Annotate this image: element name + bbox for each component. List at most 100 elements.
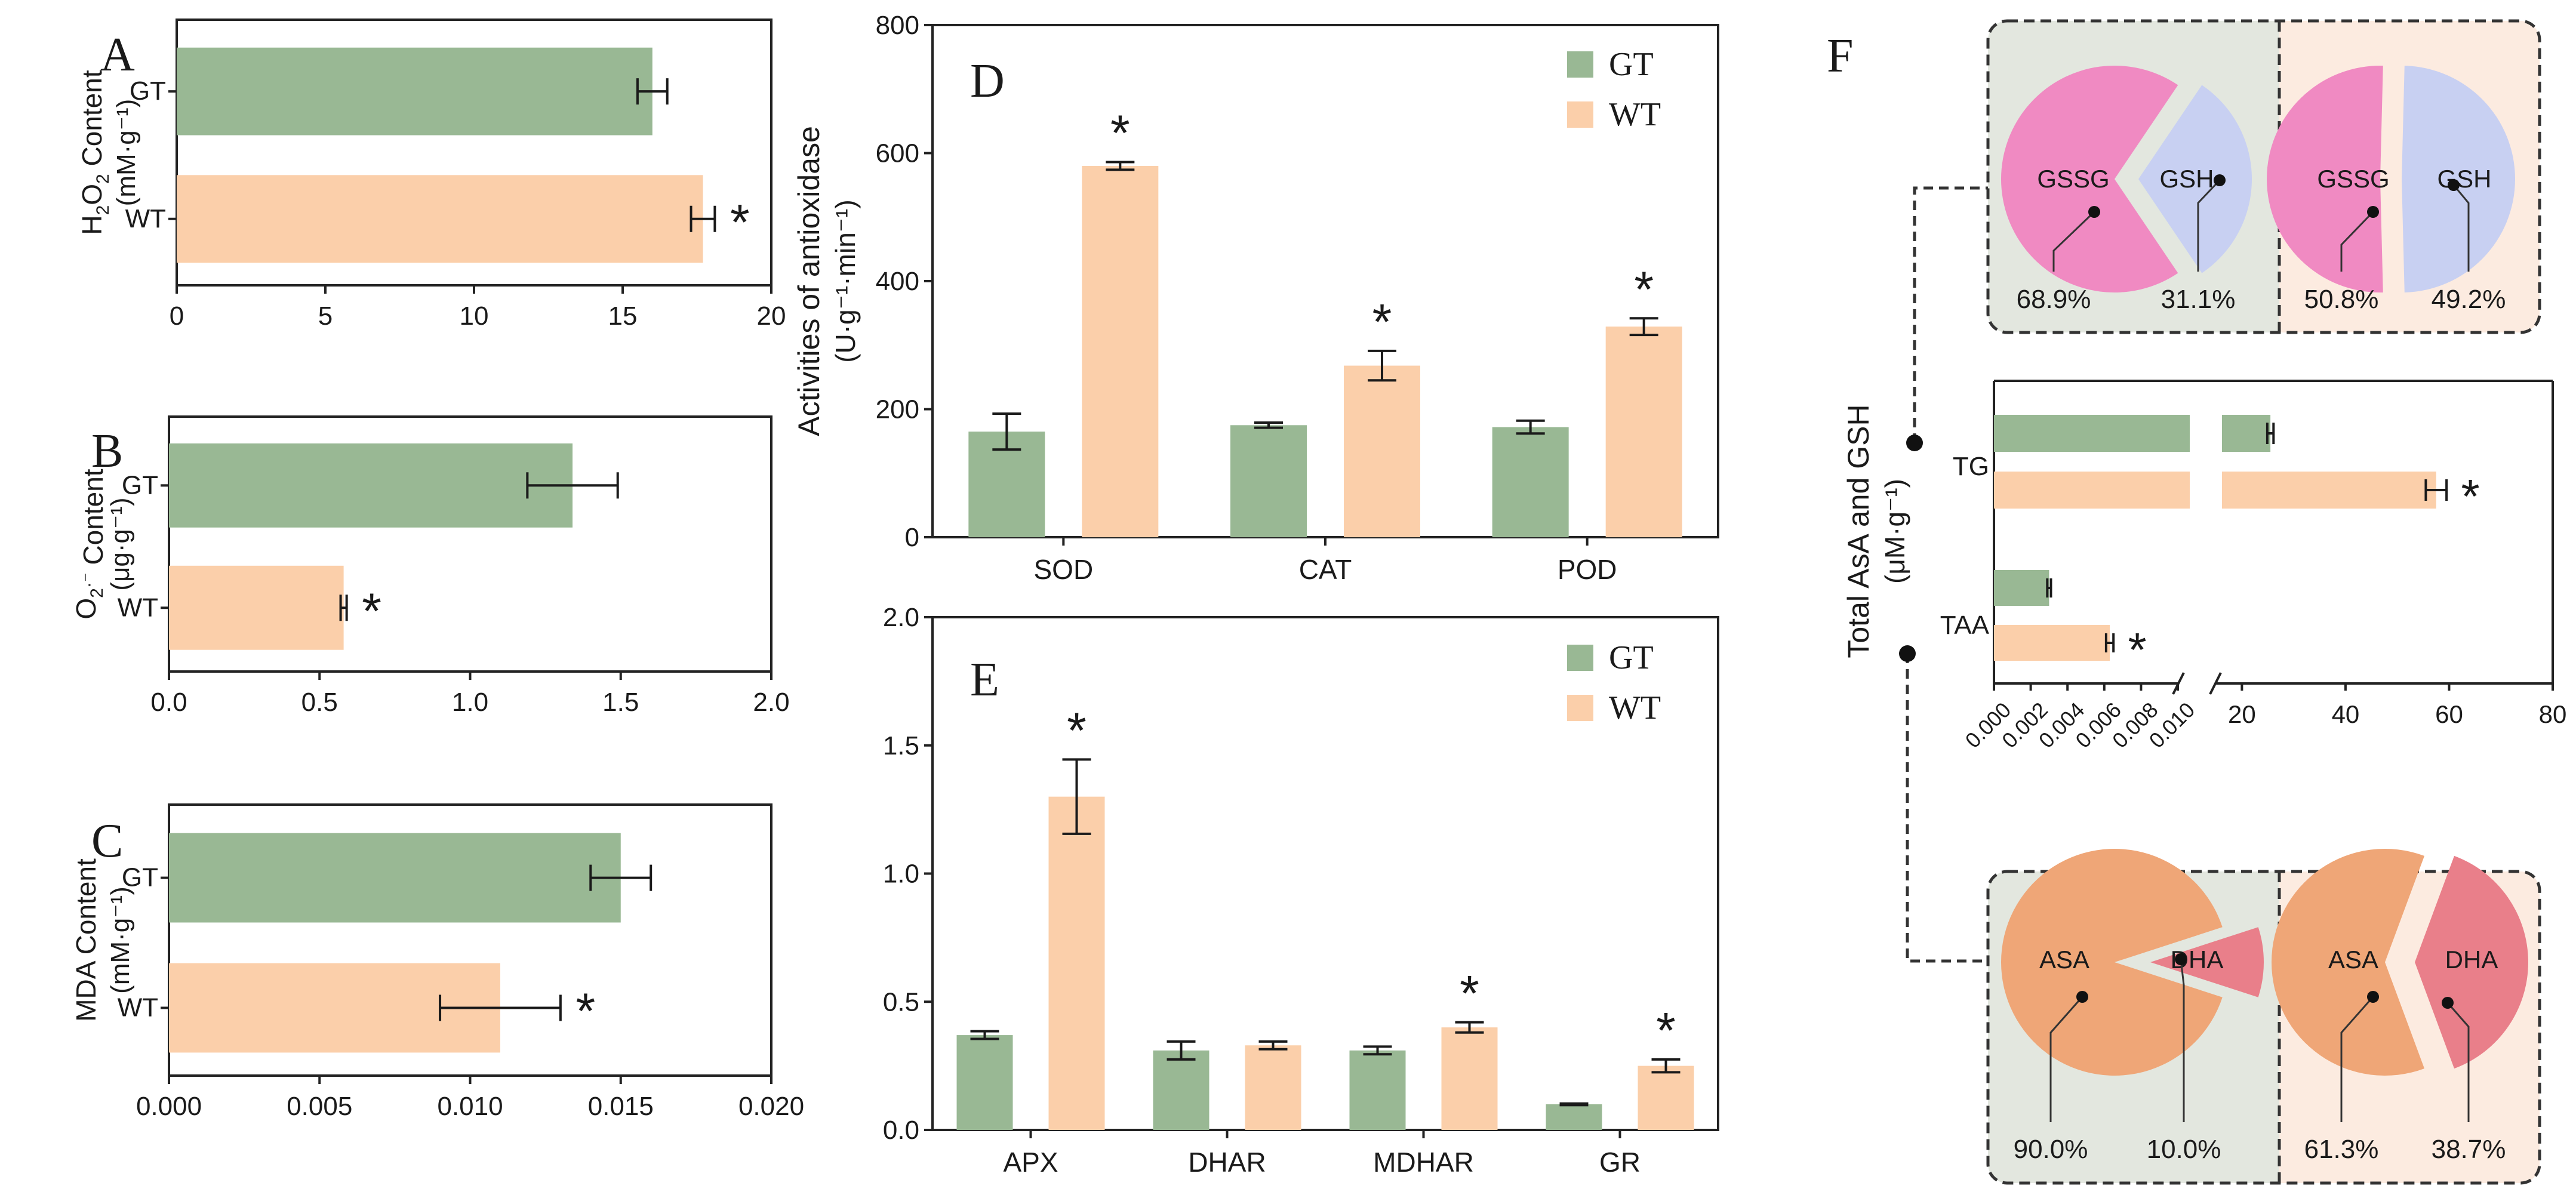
- panel-c-letter: C: [91, 815, 123, 867]
- panel-e-error-gt-dhar: [1167, 1040, 1196, 1061]
- panel-f-xtick-high-label: 20: [2228, 700, 2256, 728]
- panel-f-category-tg: TG: [1953, 452, 1989, 481]
- panel-b-xtick-label: 1.5: [602, 688, 639, 717]
- panel-d-sig-pod: *: [1634, 261, 1654, 317]
- f-asa-wt-slice-dha: [2415, 855, 2528, 1069]
- panel-a-ylabel: H2O2 Content: [76, 70, 113, 235]
- f-gsh-wt-slice-gsh: [2402, 66, 2516, 292]
- panel-c-bar-gt: [169, 833, 621, 923]
- panel-b-error-wt: [339, 595, 348, 621]
- f-asa-gt-value-dha: 10.0%: [2147, 1135, 2221, 1164]
- panel-a-sig-wt: *: [730, 194, 750, 250]
- panel-f-error-gt-tg: [2266, 423, 2275, 444]
- f-connectors: [1899, 186, 1988, 963]
- f-gsh-gt-leader-dot-gsh: [2214, 174, 2226, 186]
- panel-a-ylabel-part: O: [76, 184, 107, 205]
- panel-f-break-mark-2: [2209, 672, 2222, 695]
- panel-e-letter: E: [970, 654, 999, 706]
- panel-c-xtick-label: 0.020: [738, 1092, 804, 1121]
- panel-b-category-gt: GT: [122, 470, 158, 500]
- panel-c-xtick-label: 0.005: [287, 1092, 352, 1121]
- panel-e-error-gt-gr: [1559, 1102, 1589, 1107]
- panel-b-xtick-label: 0.5: [301, 688, 338, 717]
- panel-e-legend-wt: WT: [1609, 689, 1661, 726]
- panel-a-xtick-label: 5: [318, 301, 333, 331]
- panel-a-ylabel-part: 2: [93, 174, 113, 184]
- panel-d-sig-cat: *: [1372, 294, 1392, 350]
- panel-f-xtick-high-label: 60: [2435, 700, 2463, 728]
- f-gsh-wt-leader-gssg: [2340, 211, 2374, 272]
- panel-b-xtick-label: 1.0: [452, 688, 488, 717]
- connector-taa: [1906, 654, 1988, 963]
- panel-f-ylabel-unit: (μM·g⁻¹): [1879, 479, 1910, 584]
- panel-b-ylabel-part: Content: [78, 469, 109, 572]
- panel-d-ytick-label: 200: [876, 395, 919, 424]
- panel-e-legend-gt: GT: [1609, 639, 1654, 676]
- f-asa-wt-value-asa: 61.3%: [2304, 1135, 2379, 1164]
- panel-e-sig-gr: *: [1656, 1002, 1676, 1058]
- f-asa-gt-slice-dha: [2150, 927, 2264, 997]
- panel-a-xtick-label: 20: [757, 301, 786, 331]
- panel-f-bar-wt-tg-high: [2222, 472, 2436, 509]
- f-gsh-wt-value-gsh: 49.2%: [2432, 285, 2506, 314]
- f-gsh-gt-slice-gssg: [2001, 66, 2178, 293]
- panel-f-bar-wt-taa: [1994, 625, 2110, 661]
- panel-d-ytick-label: 400: [876, 267, 919, 296]
- panel-f-error-wt-taa: [2104, 633, 2115, 652]
- f-asa-wt-leader-asa: [2340, 996, 2374, 1122]
- panel-f-sig-taa: *: [2128, 623, 2146, 676]
- panel-d-bar-wt-pod: [1605, 327, 1682, 537]
- panel-a-category-gt: GT: [130, 76, 166, 106]
- f-asa-wt-leader-dot-asa: [2367, 991, 2379, 1003]
- panel-a-ylabel-part: Content: [76, 70, 107, 174]
- panel-f-error-wt-tg: [2424, 479, 2448, 501]
- panel-f-ylabel: Total AsA and GSH: [1842, 404, 1875, 658]
- panel-d-ytick-label: 600: [876, 139, 919, 168]
- f-gsh-wt-leader-dot-gsh: [2448, 179, 2460, 191]
- panel-d-letter: D: [970, 55, 1005, 107]
- panel-f-bar-gt-tg-low: [1994, 415, 2190, 452]
- panel-c-error-wt: [439, 994, 562, 1021]
- panel-d-category-sod: SOD: [1033, 554, 1093, 585]
- panel-c-ylabel: MDA Content: [70, 858, 101, 1022]
- f-gsh-wt-leader-gsh: [2452, 184, 2470, 272]
- panel-d-bar-gt-cat: [1230, 425, 1307, 537]
- f-asa-gt-slice-asa: [2001, 849, 2223, 1076]
- f-gsh-wt-value-gssg: 50.8%: [2304, 285, 2379, 314]
- panel-c-xtick-label: 0.000: [136, 1092, 202, 1121]
- f-gsh-gt-slice-gsh: [2138, 85, 2252, 273]
- panel-e-bar-wt-dhar: [1245, 1045, 1301, 1130]
- panel-a-ylabel-part: 2: [93, 205, 113, 215]
- panel-f-xtick-high-label: 80: [2539, 700, 2567, 728]
- f-gsh-gt-leader-gsh: [2197, 179, 2221, 272]
- panel-f-bar-gt-tg-high: [2222, 415, 2271, 452]
- panel-f-error-gt-taa: [2046, 578, 2052, 598]
- panel-b-category-wt: WT: [118, 593, 158, 622]
- panel-a-letter: A: [100, 29, 135, 81]
- panel-e-error-gt-apx: [970, 1030, 999, 1040]
- panel-e-category-dhar: DHAR: [1188, 1147, 1266, 1178]
- f-asa-gt-label-asa: ASA: [2039, 945, 2089, 974]
- panel-b-xtick-label: 0.0: [150, 688, 187, 717]
- f-gsh-wt-label-gsh: GSH: [2437, 165, 2491, 193]
- panel-b-ylabel-unit: (μg·g⁻¹): [106, 497, 135, 590]
- connector-taa-dot: [1899, 645, 1916, 662]
- panel-e-error-wt-dhar: [1258, 1040, 1288, 1051]
- panel-e-bar-gt-dhar: [1153, 1050, 1209, 1130]
- panel-e-sig-apx: *: [1067, 703, 1087, 759]
- panel-f-letter: F: [1827, 30, 1854, 82]
- panel-d-error-wt-cat: [1368, 349, 1396, 382]
- panel-d-legend-wt: WT: [1609, 96, 1661, 133]
- panel-d-bar-wt-sod: [1082, 165, 1159, 537]
- f-asa-wt-leader-dot-dha: [2442, 997, 2454, 1009]
- panel-a-xtick-label: 0: [170, 301, 184, 331]
- panel-d-error-wt-pod: [1629, 317, 1658, 337]
- f-asa-gt-leader-dha: [2180, 959, 2185, 1122]
- panel-b-ylabel-part: 2: [87, 588, 107, 598]
- panel-b-letter: B: [91, 425, 123, 478]
- f-asa-wt-label-asa: ASA: [2328, 945, 2378, 974]
- panel-b-bar-wt: [169, 565, 344, 650]
- panel-f-category-taa: TAA: [1940, 611, 1990, 640]
- panel-e-category-apx: APX: [1003, 1147, 1058, 1178]
